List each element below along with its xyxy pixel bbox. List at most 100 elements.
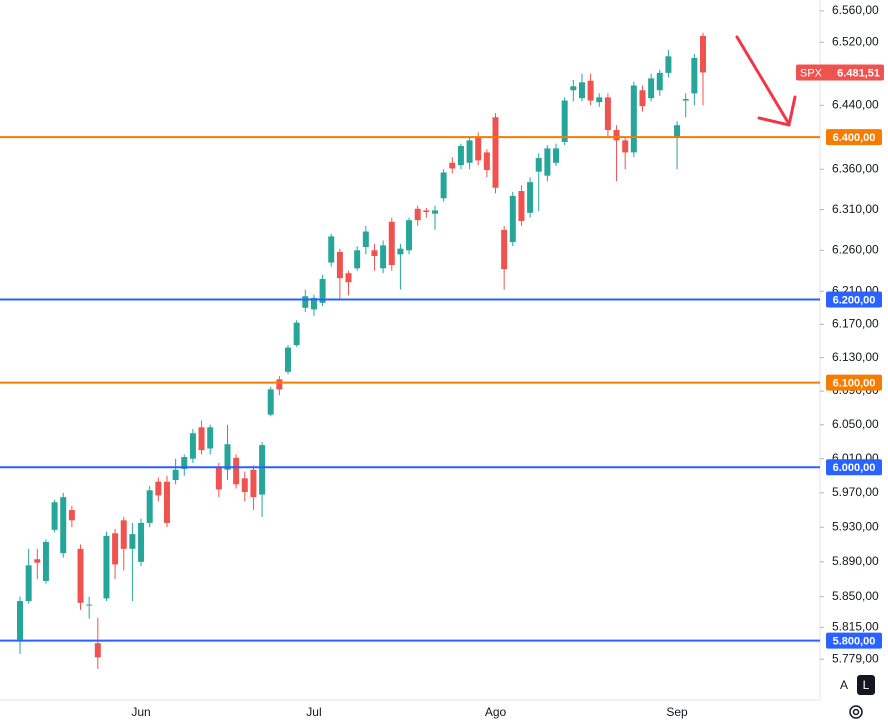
candle-body: [138, 522, 145, 562]
level-label-box: [826, 632, 882, 649]
candle-body: [207, 427, 214, 449]
candle-body: [492, 117, 499, 188]
candle-body: [250, 469, 257, 498]
candle-body: [544, 148, 551, 176]
candle-body: [371, 250, 378, 257]
level-label: 6.200,00: [833, 294, 876, 306]
y-tick-label: 5.890,00: [832, 554, 879, 568]
candle-body: [362, 231, 369, 248]
candle-body: [276, 379, 283, 390]
candle-body: [440, 172, 447, 199]
y-tick-label: 6.560,00: [832, 3, 879, 17]
scale-button-label[interactable]: L: [863, 678, 870, 692]
candle-body: [570, 86, 577, 91]
level-label-box: [826, 374, 882, 391]
candle-body: [103, 535, 110, 599]
candle-body: [25, 565, 32, 602]
candle-body: [587, 80, 594, 101]
candle-body: [34, 559, 41, 563]
scale-button-label[interactable]: A: [840, 678, 848, 692]
arrow-shaft: [735, 35, 791, 126]
settings-icon[interactable]: [849, 705, 863, 719]
candle-body: [155, 481, 162, 496]
candles: [17, 32, 706, 669]
candle-body: [163, 481, 170, 523]
candle-body: [682, 98, 689, 101]
level-label: 6.400,00: [833, 132, 876, 144]
y-tick-label: 6.170,00: [832, 317, 879, 331]
candle-body: [86, 604, 93, 606]
candle-body: [656, 72, 663, 91]
candle-body: [406, 220, 413, 251]
candle-body: [60, 497, 67, 554]
candle-body: [509, 195, 516, 243]
candle-body: [42, 541, 49, 581]
x-tick-label: Ago: [485, 705, 507, 719]
y-tick-label: 5.815,00: [832, 620, 879, 634]
y-tick-label: 5.930,00: [832, 519, 879, 533]
candle-body: [639, 90, 646, 107]
symbol-label: SPX: [800, 67, 823, 79]
candle-body: [397, 248, 404, 255]
y-tick-label: 6.260,00: [832, 242, 879, 256]
last-price-label: 6.481,51: [837, 67, 880, 79]
candle-body: [578, 82, 585, 99]
level-label: 5.800,00: [833, 635, 876, 647]
candle-body: [146, 490, 153, 523]
candle-body: [674, 125, 681, 138]
candle-body: [561, 100, 568, 142]
candle-body: [233, 457, 240, 485]
candle-body: [328, 236, 335, 263]
candle-body: [553, 148, 560, 163]
candle-body: [613, 129, 620, 141]
scale-button[interactable]: [857, 675, 875, 695]
candle-body: [172, 469, 179, 481]
gear-outer[interactable]: [849, 705, 863, 719]
candle-body: [267, 389, 274, 415]
candle-body: [388, 221, 395, 266]
candle-body: [604, 97, 611, 130]
candle-body: [68, 510, 75, 521]
candle-body: [691, 57, 698, 94]
candle-body: [241, 478, 248, 492]
candle-body: [310, 297, 317, 310]
candle-body: [94, 643, 101, 658]
arrow-head: [757, 95, 797, 127]
last-price-box: [796, 64, 884, 81]
candle-body: [596, 97, 603, 103]
level-label-box: [826, 129, 882, 146]
candle-body: [319, 278, 326, 303]
candle-body: [17, 601, 23, 640]
candle-body: [129, 534, 136, 549]
y-tick-label: 5.779,00: [832, 651, 879, 665]
candle-body: [622, 140, 629, 153]
candle-body: [423, 210, 430, 213]
candle-body: [535, 157, 542, 172]
x-tick-label: Jun: [131, 705, 150, 719]
candle-body: [630, 85, 637, 153]
candle-body: [648, 78, 655, 99]
candle-body: [449, 162, 456, 169]
candle-body: [293, 322, 300, 346]
candle-body: [189, 433, 196, 459]
y-tick-label: 5.850,00: [832, 589, 879, 603]
candle-body: [51, 502, 58, 530]
candle-body: [259, 445, 266, 495]
scale-button[interactable]: [835, 675, 853, 695]
candle-body: [345, 273, 352, 283]
level-label: 6.000,00: [833, 462, 876, 474]
y-tick-label: 6.050,00: [832, 417, 879, 431]
candle-body: [285, 347, 292, 372]
level-label: 6.100,00: [833, 378, 876, 390]
candle-body: [198, 427, 205, 451]
annotation-arrow: [735, 35, 797, 127]
candle-body: [120, 520, 127, 549]
gear-inner[interactable]: [852, 708, 860, 716]
candle-body: [457, 145, 464, 166]
candle-body: [483, 152, 490, 171]
y-tick-label: 5.970,00: [832, 485, 879, 499]
candle-body: [431, 210, 438, 214]
y-tick-label: 6.310,00: [832, 202, 879, 216]
